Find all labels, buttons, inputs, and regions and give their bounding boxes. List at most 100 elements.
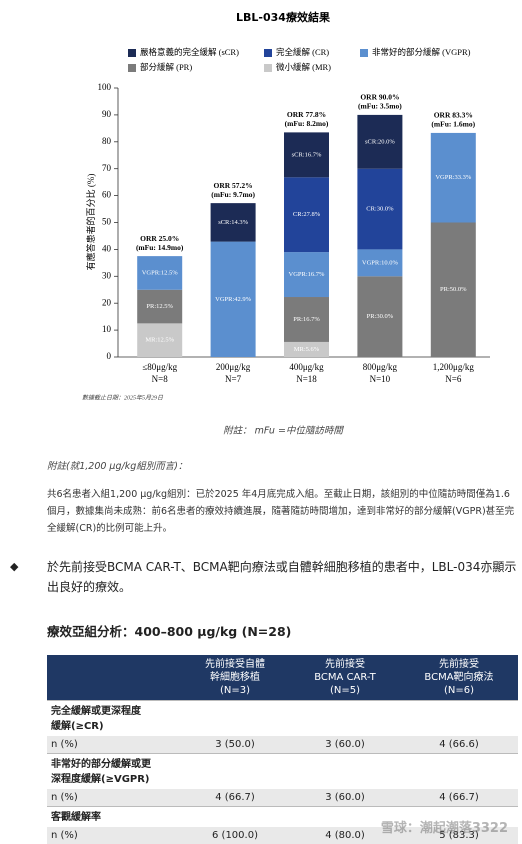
header-text: 幹細胞移植 bbox=[210, 672, 260, 683]
bullet-text: 於先前接受BCMA CAR-T、BCMA靶向療法或自體幹細胞移植的患者中，LBL… bbox=[47, 560, 517, 594]
y-tick-label: 10 bbox=[102, 324, 112, 334]
section-title: 非常好的部分緩解或更 深程度緩解(≥VGPR) bbox=[47, 753, 518, 789]
header-text: (N=3) bbox=[219, 685, 251, 696]
legend-swatch bbox=[128, 64, 136, 72]
segment-label: CR:27.8% bbox=[293, 211, 321, 218]
data-row: n (%) 6 (100.0) 4 (80.0) 5 (83.3) bbox=[47, 827, 518, 844]
header-text: 先前接受 bbox=[439, 659, 479, 670]
legend-swatch bbox=[128, 49, 136, 57]
mfu-label: (mFu: 8.2mo) bbox=[285, 119, 329, 128]
legend-label: 微小緩解 (MR) bbox=[276, 62, 331, 72]
section-text: 非常好的部分緩解或更 bbox=[51, 759, 151, 770]
x-tick-label: 400μg/kg bbox=[289, 362, 324, 372]
header-text: 先前接受自體 bbox=[205, 659, 265, 670]
bullet-icon: ◆ bbox=[10, 560, 19, 573]
y-tick-label: 90 bbox=[102, 109, 112, 119]
orr-label: ORR 57.2% bbox=[214, 181, 253, 190]
segment-label: VGPR:12.5% bbox=[142, 269, 179, 276]
cell: 3 (60.0) bbox=[290, 789, 400, 807]
segment-label: VGPR:10.0% bbox=[362, 259, 399, 266]
mfu-label: (mFu: 14.9mo) bbox=[136, 243, 184, 252]
section-heading: 療效亞組分析：400–800 μg/kg (N=28) bbox=[47, 624, 292, 639]
y-tick-label: 0 bbox=[107, 351, 112, 361]
segment-label: sCR:16.7% bbox=[292, 151, 322, 158]
orr-label: ORR 25.0% bbox=[140, 234, 179, 243]
footnote-title: 附註(就1,200 μg/kg組別而言)： bbox=[47, 461, 188, 472]
x-tick-label: 800μg/kg bbox=[363, 362, 398, 372]
y-tick-label: 60 bbox=[102, 190, 112, 200]
x-tick-sublabel: N=6 bbox=[445, 374, 462, 384]
legend-label: 非常好的部分緩解 (VGPR) bbox=[372, 47, 471, 57]
bar-segment bbox=[357, 276, 403, 357]
segment-label: PR:30.0% bbox=[367, 313, 394, 320]
section-text: 完全緩解或更深程度 bbox=[51, 706, 141, 717]
legend-swatch bbox=[264, 49, 272, 57]
segment-label: sCR:20.0% bbox=[365, 138, 395, 145]
section-text: 深程度緩解(≥VGPR) bbox=[51, 774, 150, 785]
section-row: 客觀緩解率 bbox=[47, 806, 518, 827]
footnote-text: 共6名患者入組1,200 μg/kg組別：已於2025 年4月底完成入組。至截止… bbox=[47, 489, 515, 534]
header-text: BCMA靶向療法 bbox=[424, 672, 494, 683]
header-cell: 先前接受 BCMA靶向療法 (N=6) bbox=[400, 655, 518, 701]
bar-segment bbox=[284, 177, 329, 253]
x-tick-sublabel: N=8 bbox=[152, 374, 169, 384]
mfu-label: (mFu: 9.7mo) bbox=[211, 190, 255, 199]
mfu-label: (mFu: 3.5mo) bbox=[358, 102, 402, 111]
bar-segment bbox=[284, 132, 329, 178]
x-tick-label: ≤80μg/kg bbox=[142, 362, 177, 372]
cell: 4 (66.7) bbox=[180, 789, 290, 807]
data-row: n (%) 4 (66.7) 3 (60.0) 4 (66.7) bbox=[47, 789, 518, 807]
bar-segment bbox=[357, 249, 403, 277]
y-tick-label: 40 bbox=[102, 243, 112, 253]
y-tick-label: 30 bbox=[102, 270, 112, 280]
bar-segment bbox=[137, 323, 183, 357]
segment-label: VGPR:33.3% bbox=[435, 174, 472, 181]
x-tick-label: 200μg/kg bbox=[216, 362, 251, 372]
source-note: 數據截止日期：2025年5月29日 bbox=[82, 393, 164, 401]
x-tick-sublabel: N=10 bbox=[370, 374, 391, 384]
header-text: (N=6) bbox=[443, 685, 475, 696]
y-tick-label: 20 bbox=[102, 297, 112, 307]
header-cell: 先前接受 BCMA CAR-T (N=5) bbox=[290, 655, 400, 701]
header-row: 先前接受自體 幹細胞移植 (N=3) 先前接受 BCMA CAR-T (N=5) 先前接… bbox=[47, 655, 518, 701]
header-cell bbox=[47, 655, 180, 701]
legend-label: 完全緩解 (CR) bbox=[276, 47, 329, 57]
x-tick-sublabel: N=7 bbox=[225, 374, 242, 384]
results-table: 先前接受自體 幹細胞移植 (N=3) 先前接受 BCMA CAR-T (N=5) 先前接… bbox=[47, 655, 518, 844]
bar-segment bbox=[430, 222, 476, 357]
section-row: 完全緩解或更深程度 緩解(≥CR) bbox=[47, 700, 518, 736]
bar-segment bbox=[210, 203, 256, 242]
cell: 3 (50.0) bbox=[180, 736, 290, 754]
segment-label: VGPR:42.9% bbox=[215, 296, 252, 303]
chart: LBL-034療效結果 有應答患者的百分比 (%) 數據截止日期：2025年5月… bbox=[82, 10, 490, 437]
section-title: 完全緩解或更深程度 緩解(≥CR) bbox=[47, 700, 518, 736]
orr-label: ORR 83.3% bbox=[434, 111, 473, 120]
x-tick-label: 1,200μg/kg bbox=[433, 362, 475, 372]
header-text: 先前接受 bbox=[325, 659, 365, 670]
y-tick-label: 70 bbox=[102, 163, 112, 173]
cell: n (%) bbox=[47, 736, 180, 754]
segment-label: MR:12.5% bbox=[145, 337, 174, 344]
header-text: BCMA CAR-T bbox=[314, 672, 376, 683]
bar-segment bbox=[210, 241, 256, 357]
cell: 5 (83.3) bbox=[400, 827, 518, 844]
legend-label: 嚴格意義的完全緩解 (sCR) bbox=[140, 47, 239, 57]
bar-segment bbox=[137, 256, 183, 290]
orr-label: ORR 90.0% bbox=[360, 93, 399, 102]
data-row: n (%) 3 (50.0) 3 (60.0) 4 (66.6) bbox=[47, 736, 518, 754]
y-axis-label: 有應答患者的百分比 (%) bbox=[85, 174, 96, 271]
cell: 4 (66.7) bbox=[400, 789, 518, 807]
header-text: (N=5) bbox=[329, 685, 361, 696]
cell: 4 (80.0) bbox=[290, 827, 400, 844]
legend-label: 部分緩解 (PR) bbox=[140, 62, 192, 72]
segment-label: MR:5.6% bbox=[294, 346, 320, 353]
bar-segment bbox=[357, 114, 403, 169]
bar-segment bbox=[284, 252, 329, 298]
legend-swatch bbox=[264, 64, 272, 72]
bar-segment bbox=[357, 168, 403, 250]
segment-label: PR:16.7% bbox=[293, 316, 320, 323]
section-title: 客觀緩解率 bbox=[47, 806, 518, 827]
chart-caption: 附註： mFu =中位隨訪時間 bbox=[223, 425, 344, 437]
section-text: 客觀緩解率 bbox=[51, 812, 101, 823]
bar-segment bbox=[137, 289, 183, 324]
